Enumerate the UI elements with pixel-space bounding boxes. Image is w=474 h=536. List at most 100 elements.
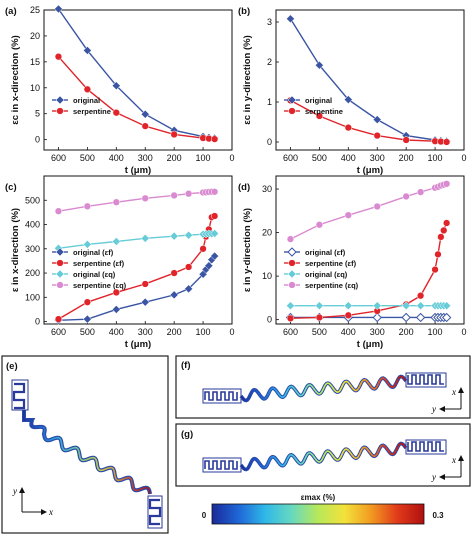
legend: original (εf) serpentine (εf) original (εq… (284, 247, 359, 290)
pad-top-left (12, 382, 26, 410)
legend-label: original (73, 96, 100, 105)
data-point (415, 312, 426, 323)
x-tick-label: 400 (341, 327, 356, 337)
pad-right-comb-g (407, 441, 444, 452)
legend-swatch-marker (288, 259, 296, 267)
x-tick-label: 600 (283, 153, 298, 163)
data-point (315, 301, 324, 311)
data-point (83, 314, 92, 324)
data-point (184, 190, 193, 198)
y-tick-label: 10 (262, 271, 272, 281)
x-tick-label: 600 (283, 327, 298, 337)
data-point (169, 290, 179, 300)
data-point (434, 250, 442, 259)
x-tick-label: 100 (196, 327, 211, 337)
serpentine-strip-f-stress (240, 375, 407, 402)
legend-label: serpentine (305, 107, 343, 116)
series-0 (285, 312, 452, 323)
data-point (199, 245, 207, 253)
g-axis-x-letter: x (451, 455, 456, 465)
legend-swatch-marker (288, 281, 296, 289)
data-point (286, 14, 295, 24)
y-tick-label: 10 (30, 83, 40, 93)
pad-right-g (405, 439, 447, 455)
panel-g: (g) x y (175, 423, 471, 487)
panel-g-structure (202, 439, 447, 473)
panel-e-serpentine-structure (11, 379, 163, 529)
data-point (184, 263, 193, 271)
g-axis-y-letter: y (431, 472, 436, 482)
colorbar: εmax (%) 0 0.3 (202, 493, 444, 525)
pad-left-comb-g (204, 460, 238, 470)
y-arrowhead (19, 487, 25, 493)
legend: original serpentine (284, 95, 343, 116)
series-3 (286, 180, 451, 243)
data-point (210, 135, 219, 143)
y-axis-label: εc in x-direction (%) (10, 35, 21, 125)
x-tick-label: 200 (167, 153, 182, 163)
data-point (441, 312, 452, 323)
chart-panel-d: (d) 600 500 400 300 200 100 0 0 10 20 30 t (μm) ε in … (238, 175, 467, 350)
legend-swatch-marker (287, 95, 297, 105)
data-point (373, 202, 381, 211)
data-point (140, 234, 150, 243)
data-point (111, 305, 121, 314)
serpentine-strip-stress (23, 410, 151, 495)
y-axis-label: ε in y-direction (%) (242, 208, 253, 292)
series-1 (286, 219, 451, 322)
data-point (437, 233, 445, 241)
data-point (210, 251, 219, 261)
panel-g-label: (g) (181, 429, 193, 440)
x-tick-label: 400 (109, 153, 124, 163)
plot-frame (43, 9, 233, 151)
panel-e-frame (1, 355, 169, 534)
panel-label: (b) (238, 6, 250, 17)
pad-top-left-outline (11, 379, 29, 411)
data-point (442, 219, 451, 227)
legend: original serpentine (52, 95, 111, 116)
data-point (286, 301, 295, 311)
plot-frame (275, 175, 465, 325)
data-point (140, 109, 150, 119)
y-tick-label: 20 (30, 31, 40, 41)
data-point (210, 212, 219, 220)
panel-label: (a) (5, 6, 17, 17)
x-tick-label: 200 (399, 153, 414, 163)
data-point (315, 60, 324, 70)
f-axis-x-letter: x (451, 387, 456, 397)
data-point (315, 221, 324, 229)
x-tick-label: 300 (138, 327, 153, 337)
legend-swatch-marker (56, 107, 64, 115)
y-tick-label: 0 (267, 315, 272, 325)
f-axis-y-letter: y (431, 404, 436, 414)
data-point (140, 297, 150, 307)
data-point (184, 230, 193, 240)
series-2 (54, 229, 219, 253)
data-point (286, 314, 295, 322)
legend-swatch-marker (287, 247, 297, 257)
y-tick-label: 25 (30, 5, 40, 15)
pad-bottom-right-outline (147, 495, 163, 529)
legend-label: original (εq) (73, 270, 116, 279)
colorbar-label: εmax (%) (301, 493, 336, 502)
data-point (170, 269, 178, 277)
panel-f-structure (202, 372, 447, 404)
pad-left-comb (204, 391, 238, 401)
x-tick-label: 200 (167, 327, 182, 337)
series-2 (286, 301, 451, 311)
x-axis-label: t (μm) (357, 339, 383, 350)
chart-panel-b: (b) 600 500 400 300 200 100 0 0 1 2 3 t (μm) εc in y-… (238, 6, 467, 176)
data-point (373, 131, 381, 140)
y-tick-label: 3 (267, 17, 272, 27)
y-tick-label: 200 (25, 268, 40, 278)
panel-e-label: (e) (6, 361, 18, 372)
x-tick-label: 500 (312, 153, 327, 163)
legend: original (εf) serpentine (εf) original (εq… (52, 247, 127, 290)
data-point (315, 313, 324, 322)
y-tick-label: 0 (35, 317, 40, 327)
data-point (111, 237, 121, 246)
pad-right (405, 372, 447, 388)
data-point (141, 122, 149, 130)
y-tick-label: 100 (25, 292, 40, 302)
